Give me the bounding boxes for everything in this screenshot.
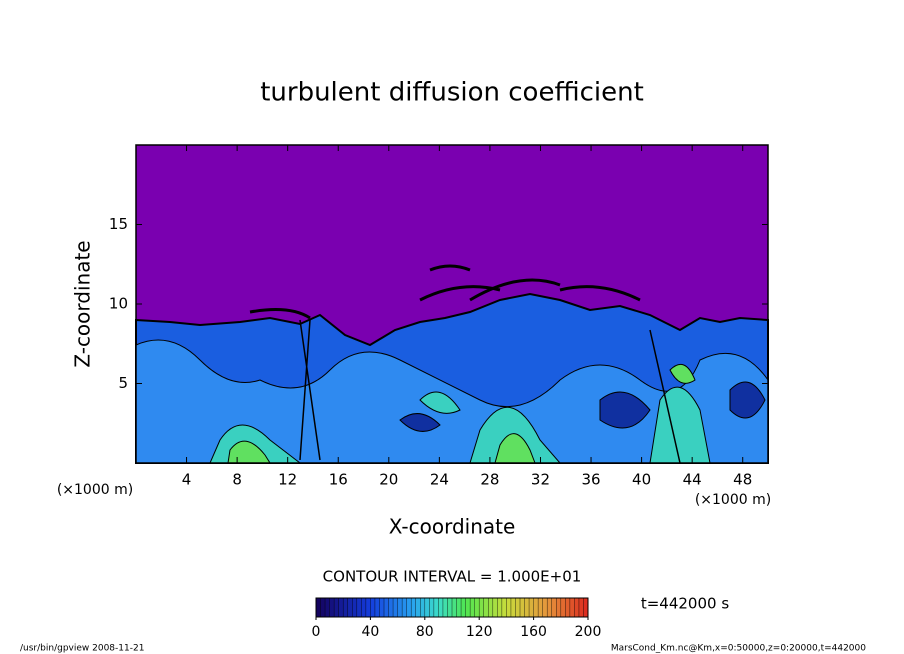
colorbar-segment [542,598,548,617]
colorbar-segment [569,598,575,617]
colorbar-segment [497,598,503,617]
colorbar-segment [488,598,494,617]
colorbar-segment [461,598,466,617]
colorbar-segment [506,598,512,617]
colorbar-segment [429,598,435,617]
colorbar-segment [388,598,394,617]
colorbar-segment [316,598,321,617]
colorbar-segment [533,598,539,617]
y-tick-label: 5 [118,374,128,392]
colorbar-segment [524,598,530,617]
colorbar-segment [510,598,516,617]
colorbar-segment [479,598,485,617]
colorbar-segment [433,598,439,617]
colorbar-segment [520,598,525,617]
colorbar-segment [415,598,421,617]
colorbar-segment [574,598,580,617]
colorbar-segment [560,598,566,617]
contour-line [299,319,681,464]
colorbar-segment [329,598,335,617]
colorbar-segment [320,598,326,617]
colorbar-segment [565,598,571,617]
x-tick-label: 16 [329,471,348,489]
colorbar-segment [406,598,412,617]
colorbar-segment [556,598,562,617]
colorbar-segment [465,598,471,617]
x-tick-label: 40 [632,471,651,489]
x-tick-label: 4 [182,471,192,489]
colorbar-segment [347,598,353,617]
x-unit-right: (×1000 m) [695,492,771,508]
colorbar-segment [501,598,507,617]
x-tick-label: 12 [278,471,297,489]
colorbar-segment [483,598,489,617]
colorbar-segment [420,598,426,617]
colorbar-segment [474,598,480,617]
colorbar-segment [402,598,407,617]
colorbar-segment [379,598,385,617]
footer-left: /usr/bin/gpview 2008-11-21 [20,644,144,654]
colorbar-frame [315,597,589,618]
colorbar-tick-label: 200 [575,624,602,640]
colorbar-segment [361,598,367,617]
field-region [227,363,696,464]
x-tick-label: 24 [430,471,449,489]
colorbar-segment [352,598,358,617]
colorbar-segment [583,598,589,617]
colorbar-tick-label: 80 [416,624,434,640]
y-axis-label: Z-coordinate [71,240,95,367]
field-region [399,381,766,432]
colorbar-segment [356,598,362,617]
colorbar-segment [438,598,444,617]
footer-right: MarsCond_Km.nc@Km,x=0:50000,z=0:20000,t=… [611,644,866,654]
colorbar-segment [515,598,521,617]
colorbar-segment [547,598,553,617]
colorbar-tick-label: 160 [520,624,547,640]
x-tick-label: 44 [683,471,702,489]
colorbar-segment [397,598,403,617]
x-axis-label: X-coordinate [389,515,516,539]
colorbar-segment [393,598,398,617]
colorbar-segment [470,598,475,617]
x-tick-label: 32 [531,471,550,489]
colorbar-tick-label: 120 [466,624,493,640]
colorbar-segment [338,598,344,617]
y-tick-label: 10 [109,295,128,313]
colorbar-segment [442,598,448,617]
x-tick-label: 28 [480,471,499,489]
colorbar-segment [456,598,462,617]
x-tick-label: 48 [733,471,752,489]
x-tick-label: 36 [581,471,600,489]
colorbar-segment [452,598,457,617]
colorbar-segment [424,598,430,617]
colorbar-tick-label: 0 [312,624,321,640]
colorbar-segment [447,598,453,617]
colorbar-segment [492,598,498,617]
x-tick-label: 8 [232,471,242,489]
colorbar-segment [551,598,557,617]
colorbar-segment [365,598,371,617]
x-unit-left: (×1000 m) [57,482,133,498]
colorbar-segment [325,598,330,617]
colorbar-segment [529,598,534,617]
field [135,144,769,464]
contour-line [249,264,641,320]
colorbar-tick-label: 40 [361,624,379,640]
colorbar-segment [411,598,417,617]
colorbar-segment [374,598,380,617]
colorbar-segment [370,598,376,617]
colorbar-segment [343,598,349,617]
contour-interval: CONTOUR INTERVAL = 1.000E+01 [323,568,582,586]
colorbar-segment [334,598,339,617]
chart-title: turbulent diffusion coefficient [260,78,644,108]
colorbar-segment [578,598,584,617]
x-tick-label: 20 [379,471,398,489]
time-label: t=442000 s [641,595,729,613]
colorbar-segment [384,598,389,617]
y-tick-label: 15 [109,215,128,233]
colorbar-segment [538,598,543,617]
